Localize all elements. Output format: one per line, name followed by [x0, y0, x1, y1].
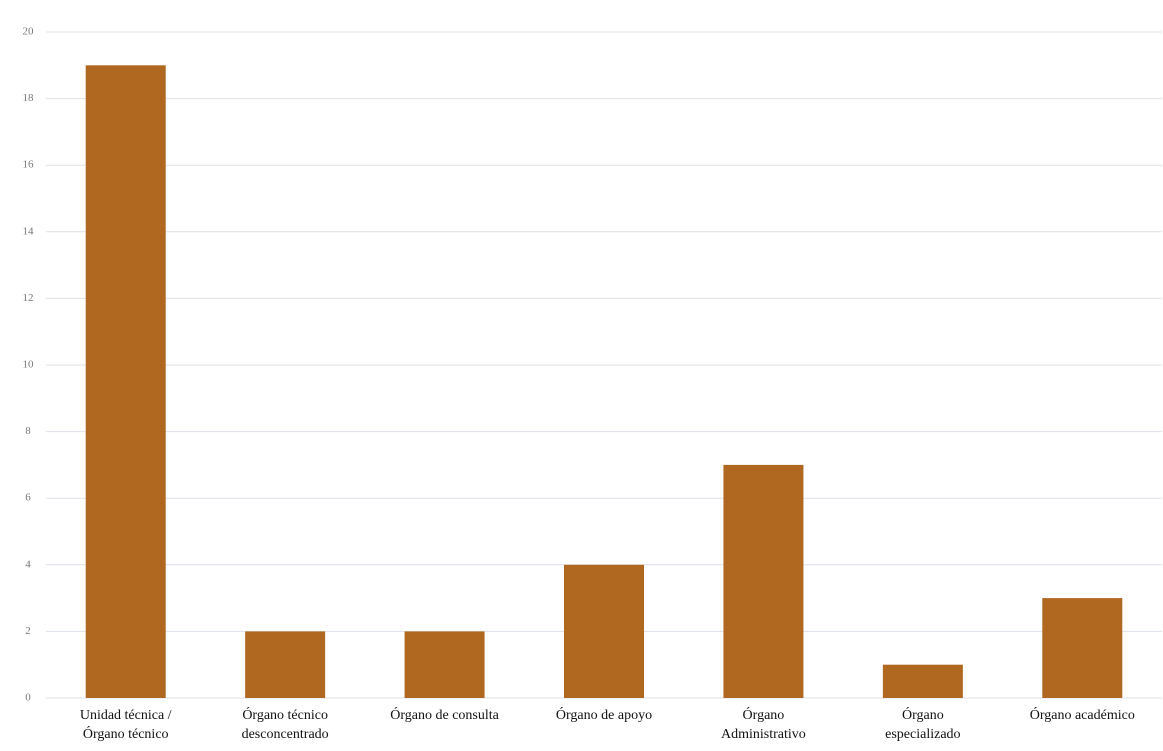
y-tick-label: 0 — [25, 692, 31, 704]
x-tick-label: Órgano Administrativo — [721, 708, 806, 742]
x-tick-label: Órgano académico — [1029, 708, 1135, 723]
y-tick-label: 20 — [23, 26, 35, 38]
bar — [723, 464, 804, 698]
x-tick-label: Órgano especializado — [885, 708, 961, 742]
bar — [1042, 598, 1123, 698]
y-tick-label: 14 — [23, 225, 35, 237]
y-tick-label: 16 — [23, 159, 35, 171]
bar — [404, 631, 485, 698]
x-tick-label: Órgano de consulta — [390, 708, 499, 723]
y-tick-label: 10 — [23, 359, 35, 371]
x-tick-label: Órgano técnico desconcentrado — [241, 708, 329, 742]
bar — [245, 631, 326, 698]
y-tick-label: 6 — [25, 492, 31, 504]
bar — [85, 65, 166, 699]
bar — [882, 664, 963, 698]
x-tick-label: Órgano de apoyo — [555, 708, 653, 723]
y-tick-label: 8 — [25, 425, 31, 437]
y-tick-label: 18 — [23, 92, 35, 104]
bar — [564, 564, 644, 698]
y-tick-label: 12 — [23, 292, 34, 304]
y-tick-label: 2 — [25, 625, 31, 637]
x-tick-label: Unidad técnica / Órgano técnico — [79, 708, 172, 742]
y-tick-label: 4 — [25, 558, 31, 570]
